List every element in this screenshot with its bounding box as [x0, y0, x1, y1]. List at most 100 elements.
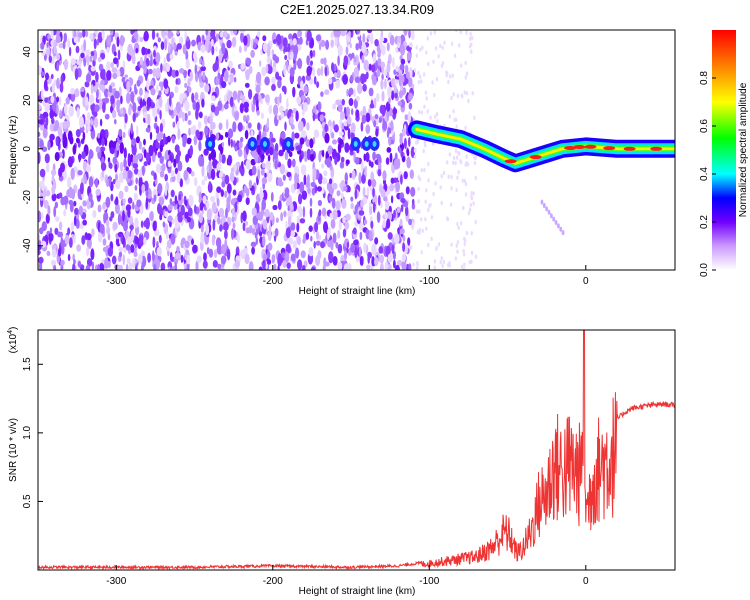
spectral-blob-core: [364, 140, 369, 147]
noise-speckle: [467, 98, 470, 104]
noise-speckle: [212, 201, 217, 213]
noise-speckle: [52, 180, 57, 191]
noise-speckle: [114, 90, 120, 99]
noise-speckle: [224, 229, 228, 240]
noise-speckle: [447, 79, 450, 85]
noise-speckle: [41, 89, 44, 100]
noise-speckle: [322, 264, 326, 270]
noise-speckle: [268, 104, 273, 115]
noise-speckle: [328, 195, 333, 202]
spectrogram-y-tick-label: -40: [22, 238, 33, 253]
noise-speckle: [321, 207, 327, 217]
noise-speckle: [461, 178, 464, 183]
noise-speckle: [201, 179, 205, 186]
noise-speckle: [70, 167, 75, 180]
noise-speckle: [447, 174, 450, 179]
noise-speckle: [45, 72, 49, 81]
noise-speckle: [371, 178, 377, 188]
noise-speckle: [443, 40, 446, 45]
noise-speckle: [135, 47, 139, 54]
noise-speckle: [454, 160, 457, 166]
noise-speckle: [408, 92, 413, 101]
noise-speckle: [376, 211, 381, 224]
noise-speckle: [163, 133, 166, 145]
noise-speckle: [209, 115, 213, 124]
noise-speckle: [430, 236, 433, 241]
noise-speckle: [351, 52, 355, 59]
noise-speckle: [427, 161, 430, 167]
noise-speckle: [382, 219, 387, 229]
noise-speckle: [67, 156, 73, 168]
noise-speckle: [266, 117, 270, 129]
noise-speckle: [260, 168, 265, 176]
noise-speckle: [194, 72, 199, 83]
noise-speckle: [310, 235, 313, 242]
noise-speckle: [205, 202, 210, 209]
noise-speckle: [204, 125, 209, 136]
noise-speckle: [210, 148, 217, 161]
noise-speckle: [58, 43, 64, 49]
noise-speckle: [227, 76, 231, 83]
noise-speckle: [184, 82, 188, 89]
noise-speckle: [370, 99, 374, 109]
noise-speckle: [377, 195, 381, 206]
noise-speckle: [179, 36, 184, 45]
noise-speckle: [211, 234, 216, 246]
noise-speckle: [158, 90, 162, 96]
noise-speckle: [331, 62, 335, 72]
noise-speckle: [145, 190, 149, 197]
noise-speckle: [39, 168, 46, 178]
noise-speckle: [261, 66, 267, 77]
noise-speckle: [344, 221, 350, 230]
noise-speckle: [171, 135, 175, 144]
noise-speckle: [303, 85, 308, 95]
noise-speckle: [134, 236, 140, 245]
noise-speckle: [285, 227, 291, 239]
noise-speckle: [448, 74, 452, 79]
noise-speckle: [402, 128, 406, 137]
noise-speckle: [106, 46, 110, 54]
noise-speckle: [202, 71, 206, 81]
noise-speckle: [358, 39, 363, 50]
noise-speckle: [290, 253, 296, 262]
noise-speckle: [223, 221, 229, 231]
noise-speckle: [148, 68, 153, 75]
noise-speckle: [354, 76, 361, 84]
noise-speckle: [411, 203, 416, 210]
noise-speckle: [288, 238, 292, 246]
noise-speckle: [348, 87, 354, 96]
noise-speckle: [49, 133, 55, 141]
noise-speckle: [39, 124, 45, 131]
noise-speckle: [119, 141, 124, 154]
noise-speckle: [361, 55, 365, 64]
noise-speckle: [391, 78, 396, 88]
snr-x-ticks: -300 -200 -100 0: [106, 565, 589, 587]
noise-speckle: [459, 30, 462, 35]
noise-speckle: [262, 235, 266, 247]
noise-speckle: [215, 237, 222, 248]
noise-speckle: [42, 128, 48, 139]
noise-speckle: [117, 49, 121, 61]
noise-speckle: [394, 264, 400, 270]
noise-speckle: [408, 30, 411, 39]
noise-speckle: [174, 85, 179, 94]
noise-speckle: [80, 87, 85, 93]
noise-speckle: [416, 265, 419, 270]
noise-speckle: [232, 121, 237, 133]
noise-speckle: [370, 161, 374, 168]
noise-speckle: [160, 262, 166, 270]
noise-speckle: [198, 140, 202, 152]
noise-speckle: [452, 156, 456, 161]
noise-speckle: [435, 112, 439, 117]
noise-speckle: [290, 230, 296, 238]
noise-speckle: [211, 45, 215, 56]
noise-speckle: [335, 99, 341, 106]
spectrogram-y-tick-label: -20: [22, 190, 33, 205]
noise-speckle: [307, 187, 311, 194]
noise-speckle: [234, 260, 240, 268]
noise-speckle: [331, 197, 336, 209]
noise-speckle: [261, 177, 268, 185]
noise-speckle: [283, 64, 287, 77]
noise-speckle: [332, 209, 338, 220]
noise-speckle: [110, 30, 114, 36]
